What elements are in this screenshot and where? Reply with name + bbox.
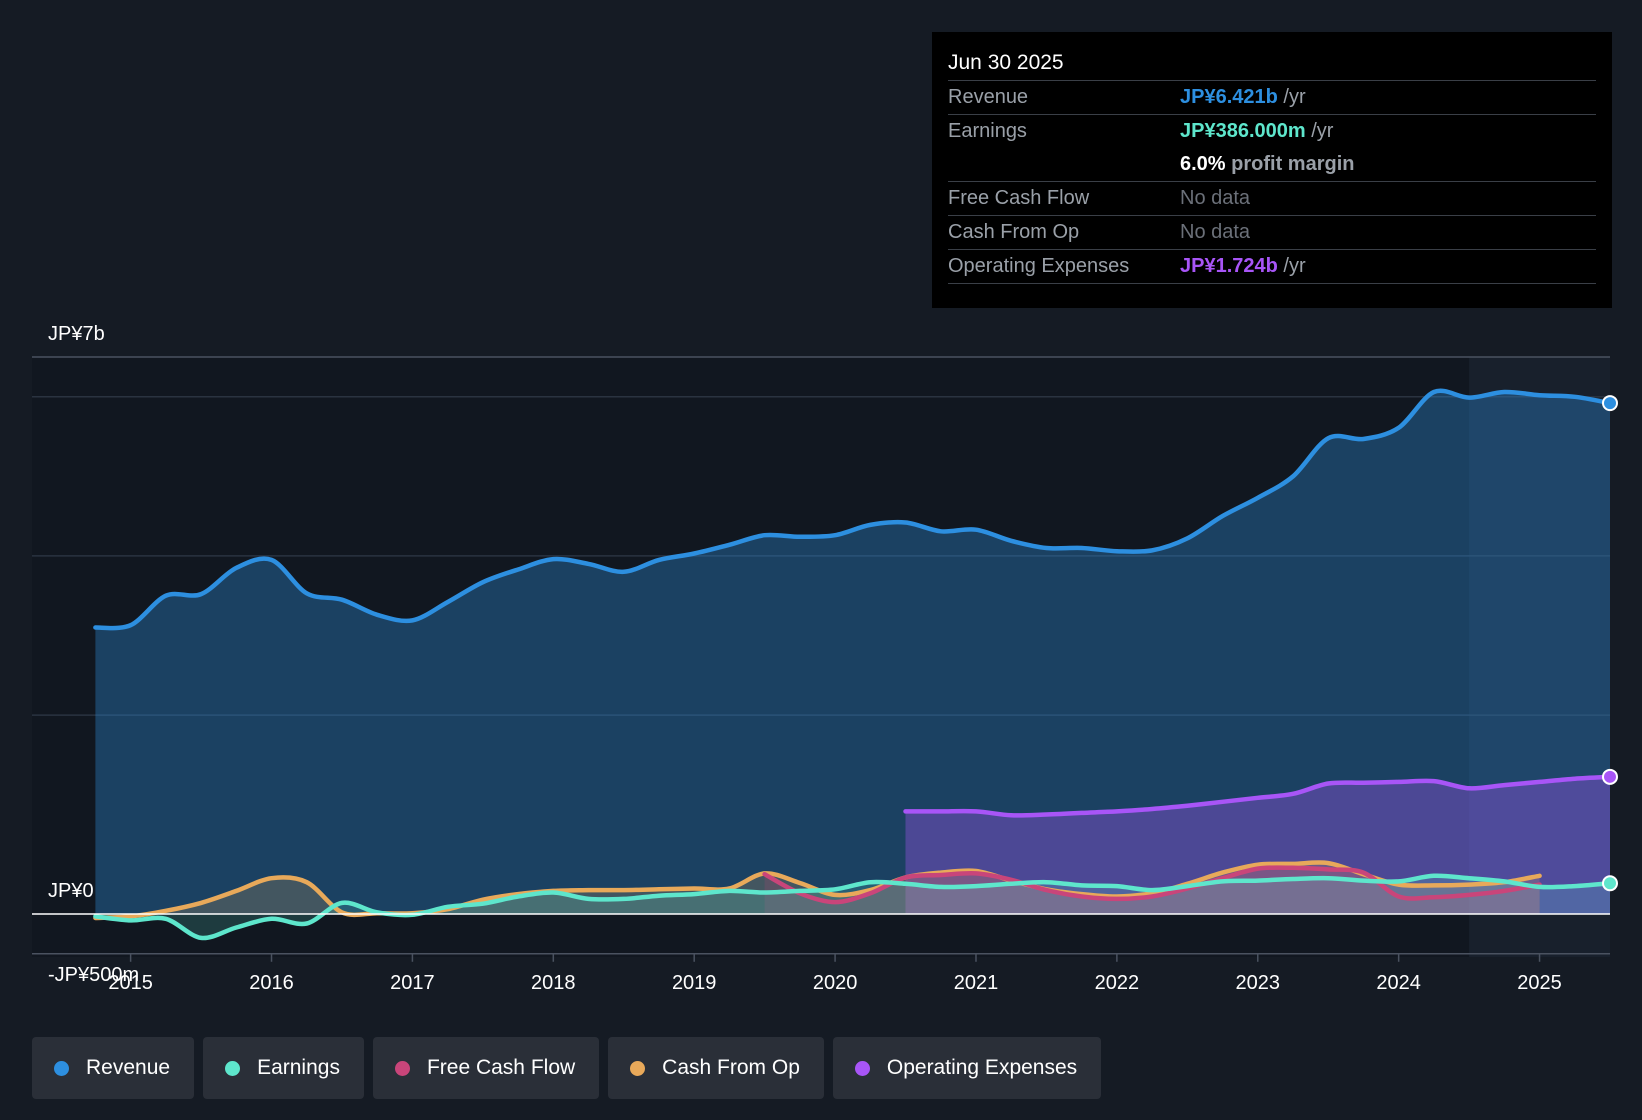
tooltip-row-cfo: Cash From Op No data xyxy=(948,216,1596,250)
x-tick-label: 2015 xyxy=(108,972,153,994)
legend-item-revenue[interactable]: Revenue xyxy=(32,1037,195,1099)
legend-item-free-cash-flow[interactable]: Free Cash Flow xyxy=(372,1037,600,1099)
y-label-top: JP¥7b xyxy=(48,323,105,345)
y-label-negative: -JP¥500m xyxy=(48,964,139,986)
tooltip-earnings-value: JP¥386.000m xyxy=(1180,120,1306,142)
operating-expenses-dot-icon xyxy=(854,1060,870,1076)
tooltip-row-fcf: Free Cash Flow No data xyxy=(948,182,1596,216)
tooltip-revenue-value: JP¥6.421b xyxy=(1180,86,1278,108)
tooltip-fcf-value: No data xyxy=(1180,187,1251,209)
x-tick-label: 2016 xyxy=(249,972,294,994)
tooltip-margin-value: 6.0% xyxy=(1180,153,1226,175)
tooltip-earnings-label: Earnings xyxy=(948,120,1027,142)
x-tick-label: 2024 xyxy=(1376,972,1421,994)
x-tick-label: 2018 xyxy=(531,972,576,994)
cash-from-op-dot-icon xyxy=(630,1060,646,1076)
tooltip-opex-value: JP¥1.724b xyxy=(1180,255,1278,277)
tooltip-opex-unit: /yr xyxy=(1283,255,1306,277)
x-tick-label: 2025 xyxy=(1517,972,1562,994)
tooltip-cfo-label: Cash From Op xyxy=(948,221,1080,243)
tooltip-revenue-label: Revenue xyxy=(948,86,1029,108)
x-tick-label: 2020 xyxy=(813,972,858,994)
tooltip-row-earnings: Earnings JP¥386.000m /yr xyxy=(948,115,1596,148)
legend-label-cash-from-op: Cash From Op xyxy=(662,1056,800,1079)
series-lines xyxy=(93,388,1613,941)
y-label-zero: JP¥0 xyxy=(48,880,94,902)
gridlines xyxy=(32,356,1610,716)
forecast-region xyxy=(1469,357,1610,957)
chart-area: JP¥7b JP¥0 -JP¥500m 2015 2016 2017 2018 2019… xyxy=(32,323,1618,994)
tooltip-opex-label: Operating Expenses xyxy=(948,255,1130,277)
plot-background xyxy=(32,357,1610,957)
data-tooltip: Jun 30 2025 Revenue JP¥6.421b /yr Earnin… xyxy=(932,32,1612,308)
legend-item-operating-expenses[interactable]: Operating Expenses xyxy=(832,1037,1102,1099)
operating-expenses-endpoint xyxy=(1602,768,1618,785)
tooltip-date: Jun 30 2025 xyxy=(948,46,1596,81)
revenue-line xyxy=(93,388,1613,631)
free-cash-flow-dot-icon xyxy=(394,1060,410,1076)
earnings-area xyxy=(95,875,1610,939)
tooltip-row-revenue: Revenue JP¥6.421b /yr xyxy=(948,81,1596,115)
tooltip-revenue-unit: /yr xyxy=(1283,86,1306,108)
legend-label-revenue: Revenue xyxy=(86,1056,171,1079)
series-endpoints xyxy=(1602,395,1618,892)
legend-label-earnings: Earnings xyxy=(257,1056,340,1079)
tooltip-margin-unit: profit margin xyxy=(1231,153,1355,175)
legend-item-cash-from-op[interactable]: Cash From Op xyxy=(608,1037,824,1099)
revenue-area xyxy=(95,390,1610,914)
revenue-dot-icon xyxy=(54,1060,69,1076)
tooltip-fcf-label: Free Cash Flow xyxy=(948,187,1090,209)
earnings-dot-icon xyxy=(225,1060,241,1076)
x-tick-label: 2019 xyxy=(672,972,717,994)
legend-item-earnings[interactable]: Earnings xyxy=(203,1037,364,1099)
x-tick-label: 2022 xyxy=(1095,972,1140,994)
x-tick-label: 2021 xyxy=(954,972,999,994)
legend-label-operating-expenses: Operating Expenses xyxy=(886,1056,1078,1079)
tooltip-row-opex: Operating Expenses JP¥1.724b /yr xyxy=(948,250,1596,284)
tooltip-earnings-unit: /yr xyxy=(1311,120,1334,142)
x-axis-ticks: 2015 2016 2017 2018 2019 2020 2021 2022 2023 2024… xyxy=(108,953,1562,994)
revenue-endpoint xyxy=(1602,395,1618,412)
tooltip-row-margin: 6.0% profit margin xyxy=(948,148,1596,182)
operating-expenses-line xyxy=(903,774,1613,818)
legend-label-free-cash-flow: Free Cash Flow xyxy=(426,1056,576,1079)
earnings-endpoint xyxy=(1602,875,1618,892)
operating-expenses-area xyxy=(905,776,1610,914)
x-tick-label: 2023 xyxy=(1236,972,1281,994)
legend: Revenue Earnings Free Cash Flow Cash Fro… xyxy=(32,1037,1102,1099)
earnings-line xyxy=(93,873,1613,941)
tooltip-cfo-value: No data xyxy=(1180,221,1251,243)
x-tick-label: 2017 xyxy=(390,972,435,994)
